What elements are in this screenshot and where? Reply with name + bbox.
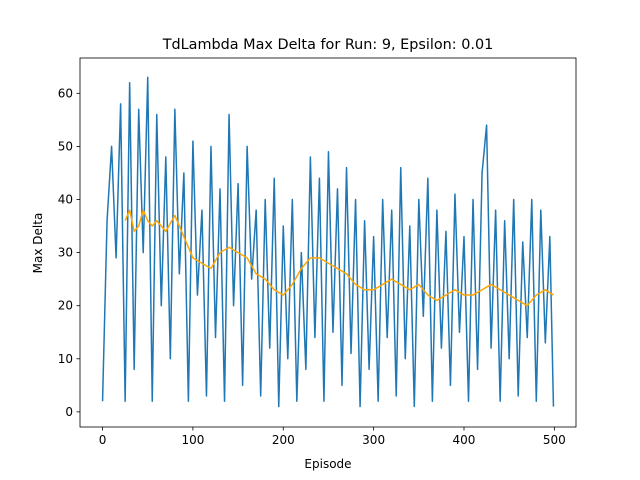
x-tick-label: 300 (362, 433, 385, 447)
plot-frame (79, 57, 577, 428)
y-tick-label: 0 (65, 405, 73, 419)
x-tick-label: 0 (99, 433, 107, 447)
x-tick-label: 500 (543, 433, 566, 447)
x-axis-label: Episode (304, 457, 351, 471)
data-line (124, 209, 554, 307)
y-tick-label: 10 (58, 352, 73, 366)
x-tick-label: 200 (272, 433, 295, 447)
data-line (101, 76, 555, 408)
y-tick-label: 40 (58, 192, 73, 206)
chart-title: TdLambda Max Delta for Run: 9, Epsilon: … (162, 37, 494, 53)
x-tick-label: 100 (181, 433, 204, 447)
y-tick-label: 60 (58, 86, 73, 100)
x-tick-label: 400 (453, 433, 476, 447)
y-tick-label: 50 (58, 139, 73, 153)
y-tick-label: 30 (58, 246, 73, 260)
y-tick-label: 20 (58, 299, 73, 313)
y-axis-label: Max Delta (31, 213, 45, 274)
